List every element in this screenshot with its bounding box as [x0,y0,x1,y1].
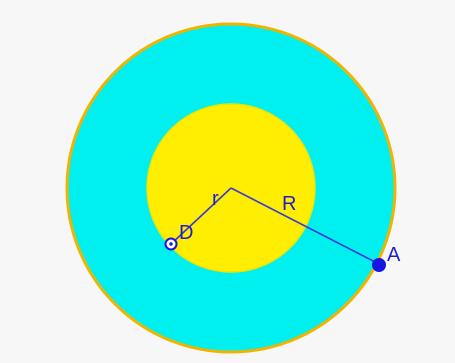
point-a[interactable] [372,258,386,272]
inner-radius-line [170,187,232,245]
point-d-label: D [179,222,193,244]
outer-radius-line [230,187,380,265]
point-a-label: A [387,244,401,266]
inner-radius-label: r [212,188,219,210]
outer-radius-label: R [282,193,296,215]
point-d-center [169,242,173,246]
